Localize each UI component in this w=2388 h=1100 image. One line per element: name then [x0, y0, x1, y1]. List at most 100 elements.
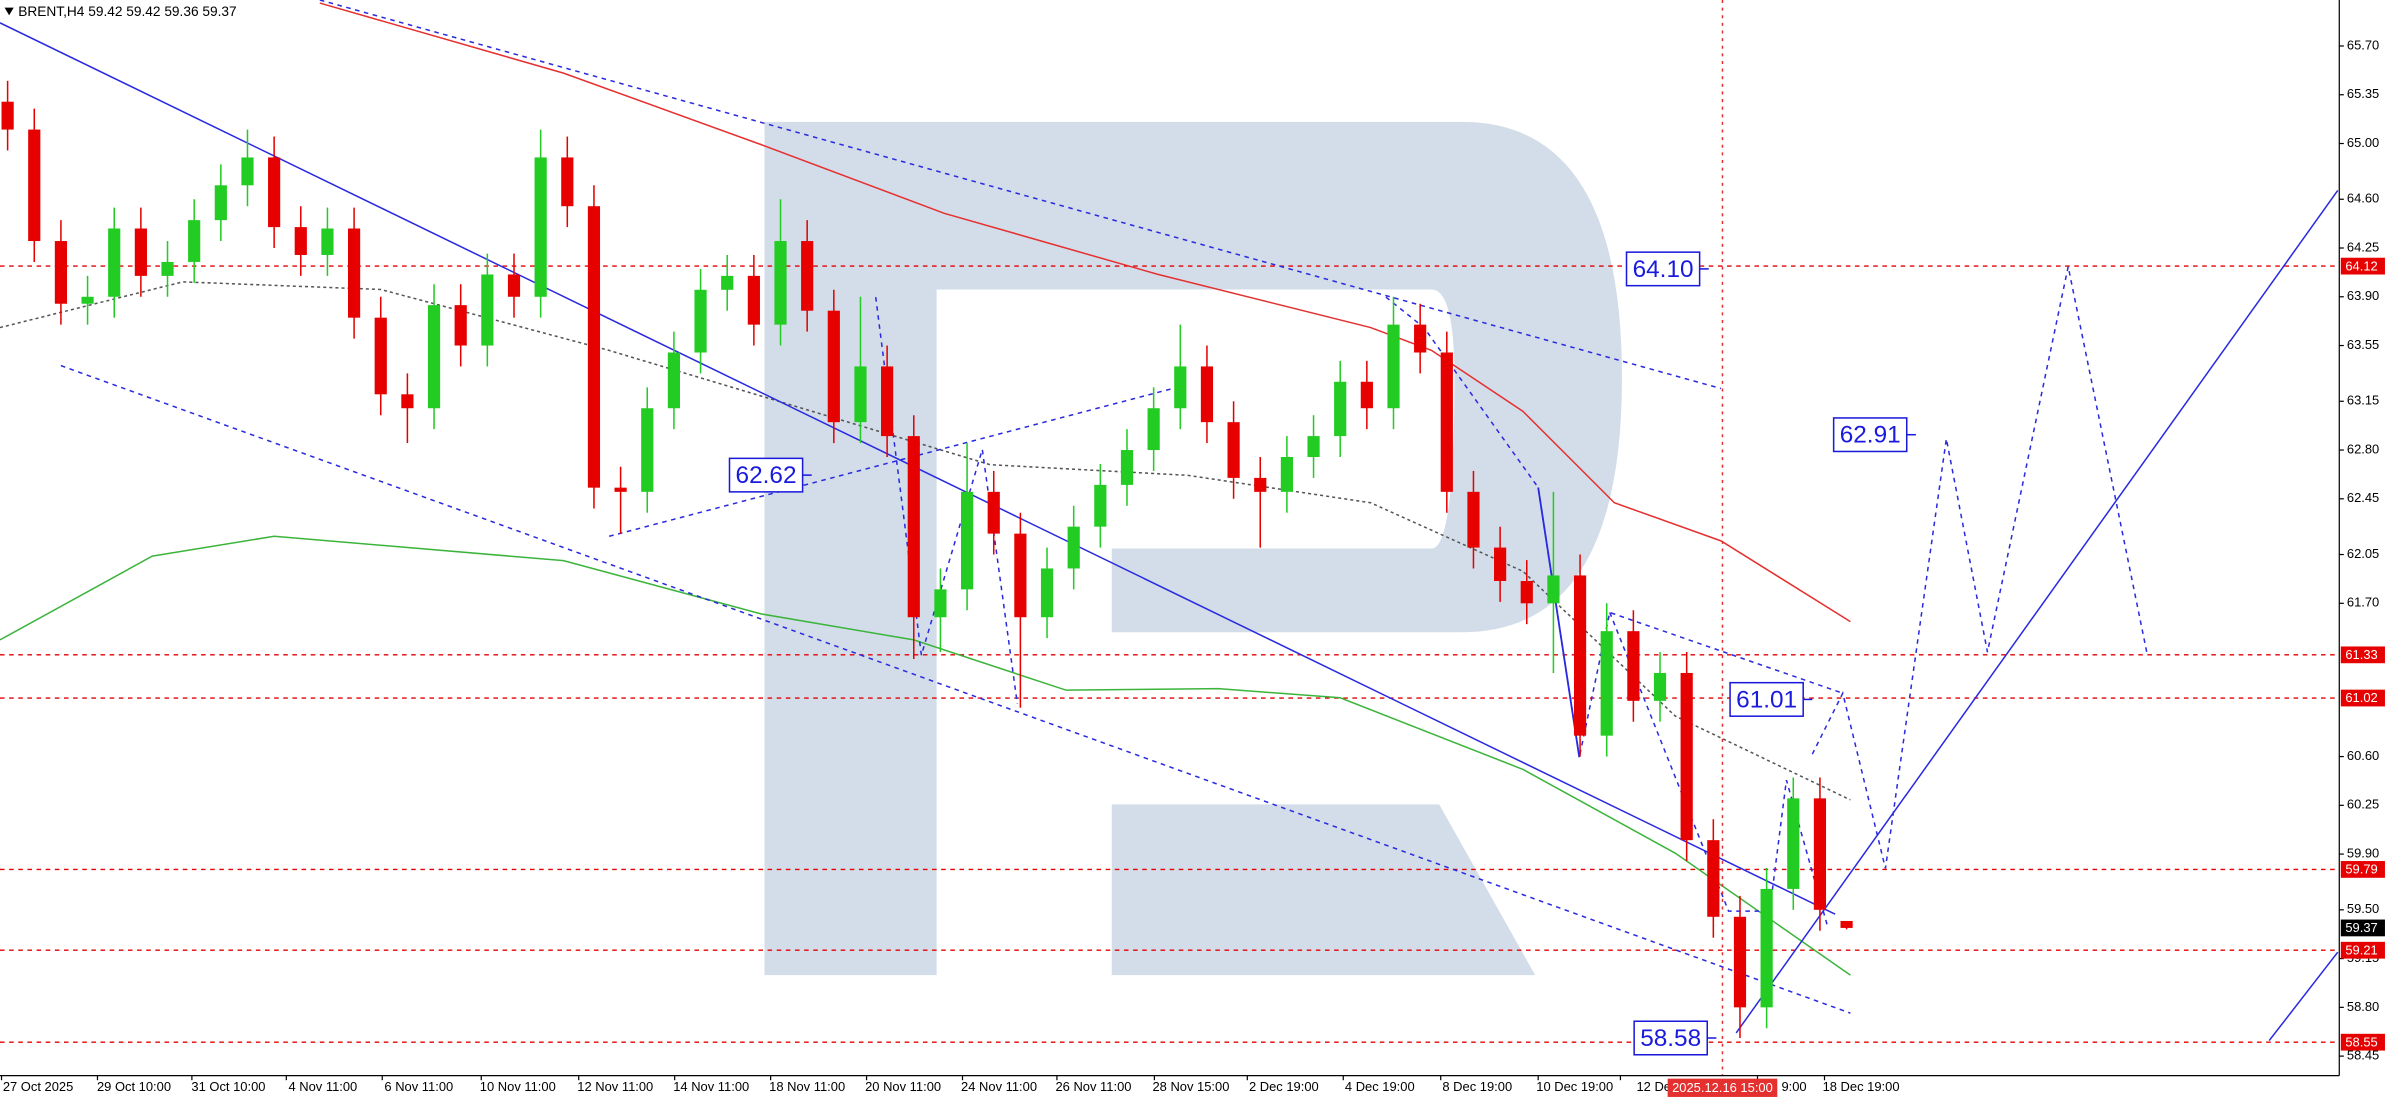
candle-body	[1014, 533, 1027, 618]
candle-body	[587, 206, 601, 488]
x-tick-label: 9:00	[1781, 1079, 1806, 1094]
candle-body	[214, 185, 227, 221]
candle-body	[1, 101, 14, 130]
annotation-label: 64.10	[1633, 256, 1694, 283]
candle-body	[1787, 798, 1800, 889]
candle-body	[1494, 547, 1507, 582]
candle-body	[1360, 381, 1373, 409]
watermark-leg	[1111, 804, 1536, 976]
time-axis-bg	[0, 1075, 2388, 1100]
annotation-label: 62.62	[736, 462, 797, 489]
annotation-box	[1729, 681, 1804, 717]
candle-body	[294, 227, 307, 255]
candle-body	[1040, 568, 1054, 618]
x-tick-label: 6 Nov 11:00	[384, 1079, 453, 1094]
x-tick-label: 12 Nov 11:00	[577, 1079, 653, 1094]
cursor-label: 2025.12.16 15:00	[1672, 1080, 1773, 1095]
wave-line	[874, 296, 1019, 704]
y-tick-label: 60.25	[2347, 797, 2379, 812]
candle-body	[1600, 631, 1613, 736]
channel-lower	[60, 364, 1851, 1014]
candle-body	[1840, 920, 1853, 928]
annotation-label: 62.91	[1840, 422, 1901, 449]
support-line	[1735, 190, 2339, 1034]
candle-body	[614, 487, 627, 492]
candle-body	[1334, 381, 1347, 437]
x-tick-label: 4 Nov 11:00	[288, 1079, 357, 1094]
annotation-box	[1633, 1020, 1708, 1056]
candle-body	[1174, 366, 1187, 409]
candle-body	[161, 261, 174, 276]
candle-body	[1120, 450, 1134, 485]
level-label-bg	[2340, 689, 2385, 707]
candle-body	[854, 366, 867, 423]
level-label-bg	[2340, 1033, 2385, 1051]
candle-body	[561, 157, 574, 207]
x-tick-label: 18 Nov 11:00	[769, 1079, 845, 1094]
candle-body	[721, 275, 734, 290]
annotation-box	[1625, 251, 1701, 287]
candle-body	[374, 317, 387, 395]
annotation-box	[728, 457, 804, 493]
moving-average-dotted	[0, 281, 1851, 801]
candle-body	[268, 157, 281, 228]
candle-body	[1067, 526, 1080, 569]
candle-body	[54, 241, 68, 304]
annotations: 64.10 62.62 61.01 62.91 58.58	[728, 251, 1916, 1056]
candle-body	[188, 220, 201, 262]
candle-body	[1707, 840, 1720, 917]
candle-body	[1440, 352, 1453, 492]
level-label-bg	[2340, 646, 2385, 664]
level-label: 58.55	[2345, 1034, 2377, 1049]
candle-body	[534, 157, 547, 297]
candle-body	[907, 436, 920, 618]
candle-body	[1147, 408, 1160, 451]
candle-body	[454, 305, 467, 346]
x-tick-label: 28 Nov 15:00	[1152, 1079, 1229, 1094]
wave-line	[1537, 487, 1581, 758]
candle-body	[1387, 324, 1400, 409]
levels	[0, 265, 2340, 1043]
candle-body	[481, 274, 494, 346]
x-tick-label: 26 Nov 11:00	[1055, 1079, 1131, 1094]
y-tick-label: 63.55	[2347, 337, 2379, 352]
candle-body	[1414, 324, 1427, 353]
candle-body	[641, 408, 654, 492]
x-tick-label: 14 Nov 11:00	[673, 1079, 749, 1094]
y-tick-label: 64.25	[2347, 239, 2379, 254]
current-price-label: 59.37	[2345, 920, 2377, 935]
y-tick-label: 65.00	[2347, 135, 2379, 150]
candle-body	[747, 275, 760, 325]
y-tick-label: 58.45	[2347, 1048, 2379, 1063]
candle-body	[987, 491, 1000, 534]
candle-body	[1520, 581, 1533, 604]
x-tick-label: 2 Dec 19:00	[1249, 1079, 1319, 1094]
candle-body	[1653, 672, 1667, 701]
candle-body	[1760, 888, 1773, 1008]
candle-body	[347, 228, 361, 318]
candle-body	[321, 228, 334, 255]
watermark-r	[764, 121, 1622, 976]
candle-body	[507, 274, 521, 297]
y-tick-label: 64.60	[2347, 191, 2379, 206]
x-tick-label: 24 Nov 11:00	[961, 1079, 1037, 1094]
y-tick-label: 65.70	[2347, 37, 2379, 52]
y-tick-label: 58.80	[2347, 999, 2379, 1014]
y-tick-label: 62.05	[2347, 546, 2379, 561]
level-label-bg	[2340, 941, 2385, 959]
x-tick-label: 20 Nov 11:00	[865, 1079, 941, 1094]
candle-body	[1547, 575, 1560, 604]
level-label-bg	[2340, 257, 2385, 275]
candle-body	[801, 241, 814, 311]
cursor-label-bg	[1667, 1078, 1778, 1097]
symbol-menu-icon[interactable]	[4, 7, 14, 16]
y-tick-label: 62.80	[2347, 441, 2379, 456]
candle-body	[401, 394, 414, 409]
candle-body	[427, 305, 441, 409]
y-tick-label: 61.70	[2347, 595, 2379, 610]
level-label: 64.12	[2345, 258, 2377, 273]
level-label-bg	[2340, 861, 2385, 878]
y-tick-label: 60.60	[2347, 748, 2379, 763]
candle-body	[108, 228, 121, 297]
